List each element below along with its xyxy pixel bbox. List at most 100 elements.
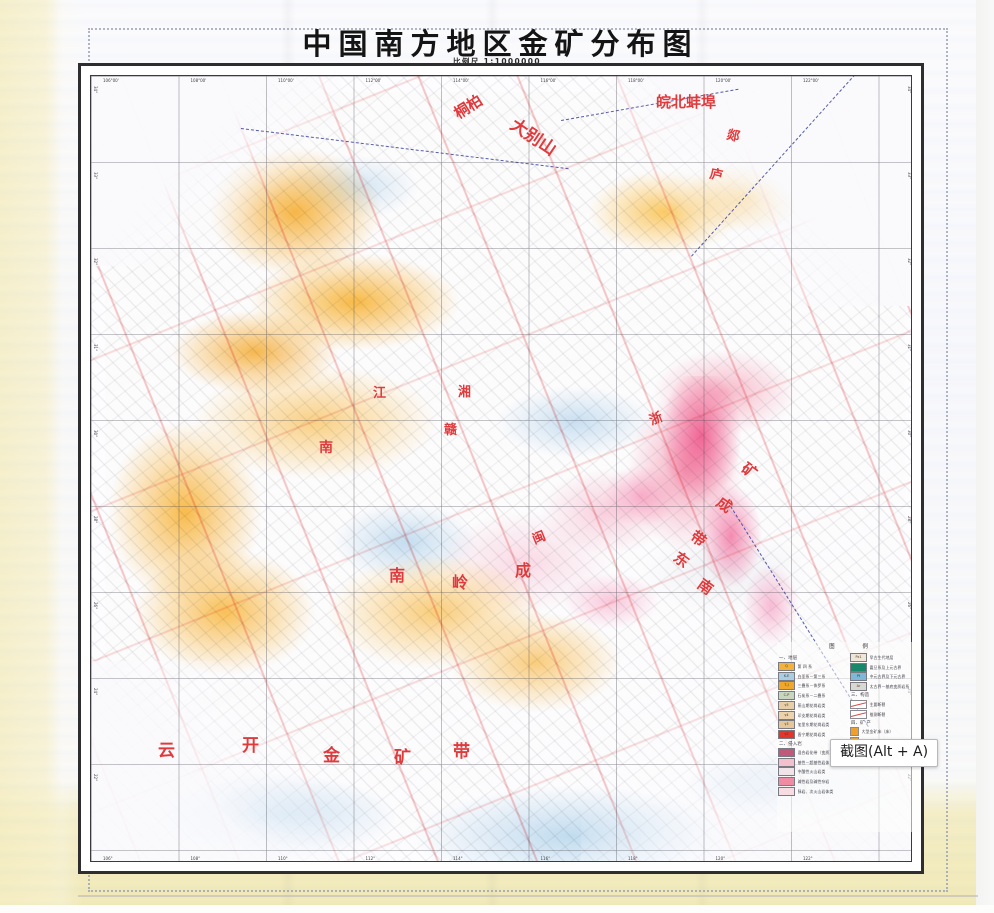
- tick-bottom-8: 122°: [803, 856, 813, 861]
- legend-row: C-P 石炭系－二叠系: [778, 691, 844, 701]
- legend-row: 震旦系及上元古界: [850, 662, 916, 672]
- legend-row: 碱性岩及碱性杂岩: [778, 777, 844, 787]
- legend-group-deposits: 四、矿 产: [851, 720, 871, 726]
- tick-top-0: 106°00': [103, 78, 119, 83]
- legend-group-intrusive: 二、侵入岩: [779, 741, 802, 747]
- legend-color-swatch: [778, 747, 795, 757]
- map-margin-sw: [91, 661, 391, 861]
- tick-left-6: 26°: [93, 602, 98, 610]
- tick-right-3: 31°: [907, 344, 912, 352]
- legend-row: 中酸性火山岩类: [778, 767, 844, 777]
- legend-item-label: 中元古界及下元古界: [869, 674, 906, 680]
- tick-bottom-3: 112°: [365, 856, 376, 861]
- legend-row: γ4 印支期花岗岩类: [778, 710, 844, 720]
- tick-bottom-0: 106°: [103, 856, 113, 861]
- tick-bottom-1: 108°: [190, 856, 201, 861]
- map-margin-ne: [611, 76, 911, 306]
- legend-items-structure: 主要断裂 推测断裂: [850, 699, 916, 719]
- legend-item-label: 白垩系－第三系: [797, 673, 826, 679]
- legend-items-intrusive: 混合岩化带（变质） 基性－超基性岩体 中酸性火山岩类 碱性岩及碱性杂岩 脉岩、次火山岩体…: [778, 747, 844, 796]
- legend-item-label: 第 四 系: [797, 663, 813, 669]
- tick-bottom-7: 120°: [715, 856, 726, 861]
- legend-color-swatch: Ar: [850, 682, 867, 692]
- tick-left-1: 33°: [93, 172, 98, 180]
- legend-color-swatch: Pt: [850, 672, 867, 682]
- legend-row: K-E 白垩系－第三系: [778, 671, 844, 681]
- tick-right-5: 28°: [907, 516, 912, 524]
- legend-item-label: 晋宁期花岗岩类: [797, 732, 826, 738]
- map-scale-text: 比例尺 1:1000000: [452, 57, 542, 66]
- legend-line-symbol: [850, 709, 867, 719]
- tick-right-0: 34°: [907, 86, 912, 94]
- legend-color-swatch: C-P: [778, 691, 795, 701]
- tick-top-1: 108°00': [190, 78, 207, 83]
- legend-color-swatch: K-E: [778, 671, 795, 681]
- tick-bottom-6: 118°: [628, 856, 638, 861]
- legend-item-label: 燕山期花岗岩类: [797, 702, 826, 708]
- legend-row: γ2 晋宁期花岗岩类: [778, 730, 844, 740]
- legend-item-label: 加里东期花岗岩类: [797, 722, 830, 728]
- tick-top-8: 122°00': [803, 78, 819, 83]
- tick-bottom-4: 114°: [453, 856, 463, 861]
- legend-row: 混合岩化带（变质）: [778, 747, 844, 757]
- tick-right-1: 33°: [907, 172, 912, 180]
- legend-row: Ar 太古界－基底变质岩系: [850, 682, 916, 692]
- legend-row: γ3 加里东期花岗岩类: [778, 720, 844, 730]
- legend-line-symbol: [850, 699, 867, 709]
- tick-left-8: 22°: [93, 774, 98, 782]
- map-title: 中国南方地区金矿分布图: [302, 27, 699, 61]
- tick-top-4: 114°00': [453, 78, 469, 83]
- tick-bottom-5: 116°: [540, 856, 551, 861]
- legend-color-swatch: Pz1: [850, 652, 867, 662]
- legend-item-label: 三叠系－侏罗系: [797, 683, 826, 689]
- legend-row: 大型金矿床（床）: [850, 727, 916, 737]
- legend-color-swatch: γ5: [778, 700, 795, 710]
- sheet-bottom-rule: [78, 895, 978, 897]
- legend-row: 推测断裂: [850, 709, 916, 719]
- legend-color-swatch: Q: [778, 661, 795, 671]
- legend-item-label: 石炭系－二叠系: [797, 693, 826, 699]
- legend-item-label: 脉岩、次火山岩体类: [797, 788, 834, 794]
- sheet-right-edge: [976, 0, 994, 905]
- legend-title: 图 例: [829, 644, 881, 650]
- tick-right-4: 30°: [907, 430, 912, 438]
- legend-color-swatch: [778, 767, 795, 777]
- legend-color-swatch: γ3: [778, 720, 795, 730]
- tick-left-3: 31°: [93, 344, 98, 352]
- legend-row: T-J 三叠系－侏罗系: [778, 681, 844, 691]
- legend-items-strata-cont: Pz1 早古生代地层 震旦系及上元古界 Pt 中元古界及下元古界 Ar 太古界－基底变质岩系: [850, 652, 916, 692]
- legend-color-swatch: γ4: [778, 710, 795, 720]
- legend-item-label: 推测断裂: [869, 711, 886, 717]
- legend-color-swatch: [778, 786, 795, 796]
- legend-item-label: 基性－超基性岩体: [797, 759, 830, 765]
- legend-row: 基性－超基性岩体: [778, 757, 844, 767]
- tick-top-6: 118°00': [628, 78, 644, 83]
- legend-item-label: 中酸性火山岩类: [797, 769, 826, 775]
- legend-color-swatch: [850, 662, 867, 672]
- screenshot-tooltip[interactable]: 截图(Alt + A): [830, 739, 939, 767]
- tick-right-2: 32°: [907, 258, 912, 266]
- tick-top-5: 116°00': [540, 78, 557, 83]
- legend-point-symbol: [850, 727, 859, 737]
- legend-color-swatch: [778, 757, 795, 767]
- tick-left-2: 32°: [93, 258, 98, 266]
- legend-row: Pz1 早古生代地层: [850, 652, 916, 662]
- legend-item-label: 主要断裂: [869, 701, 886, 707]
- map-canvas: 桐柏 大别山 皖北蚌埠郯庐江南湘赣闽浙南岭成矿成带东南云开金矿带 106°00' 10…: [90, 75, 912, 862]
- tick-top-7: 120°00': [715, 78, 732, 83]
- legend-color-swatch: γ2: [778, 730, 795, 740]
- tick-left-5: 28°: [93, 516, 98, 524]
- legend-group-strata: 一、地层: [779, 655, 798, 661]
- tick-left-4: 30°: [93, 430, 98, 438]
- tick-right-6: 26°: [907, 602, 912, 610]
- tick-top-2: 110°00': [278, 78, 294, 83]
- legend-item-label: 混合岩化带（变质）: [797, 749, 834, 755]
- legend-item-label: 印支期花岗岩类: [797, 712, 826, 718]
- map-margin-nw: [91, 76, 341, 266]
- tick-left-0: 34°: [93, 86, 98, 94]
- legend-item-label: 碱性岩及碱性杂岩: [797, 779, 830, 785]
